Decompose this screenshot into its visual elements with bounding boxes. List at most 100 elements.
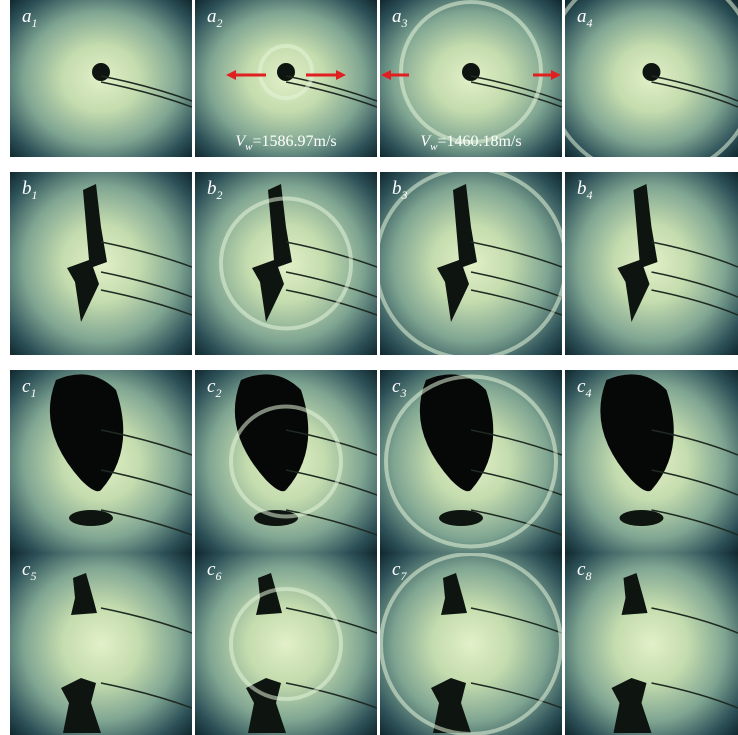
panel-drawing: [617, 184, 738, 322]
charge: [71, 573, 97, 615]
arrow-head: [381, 70, 391, 80]
photo-panel: b2: [195, 172, 377, 355]
photo-panel: a2 Vw=1586.97m/s: [195, 0, 377, 157]
shock-wave: [219, 196, 353, 331]
panel-subscript: 5: [30, 568, 37, 583]
panel-label: c1: [22, 376, 36, 401]
photo-panel: a4: [565, 0, 738, 157]
panel-letter: c: [392, 559, 401, 580]
bubble: [234, 374, 309, 492]
photo-panel: a1: [10, 0, 192, 157]
panel-subscript: 2: [215, 385, 222, 400]
panel-letter: b: [577, 178, 587, 199]
wire: [470, 289, 562, 316]
panel-letter: a: [392, 6, 402, 27]
wire: [100, 469, 192, 496]
panel-letter: c: [207, 559, 216, 580]
charge: [431, 678, 471, 733]
velocity-annotation: Vw=1460.18m/s: [380, 133, 562, 153]
velocity-symbol: Vw: [235, 133, 253, 153]
photo-panel: c8: [565, 553, 738, 735]
bubble: [49, 374, 124, 492]
wire: [285, 75, 377, 102]
photo-panel: b4: [565, 172, 738, 355]
photo-panel: c3: [380, 370, 562, 553]
wire: [100, 682, 192, 709]
charge: [61, 678, 101, 733]
wire: [470, 469, 562, 496]
wire: [100, 241, 192, 268]
panel-drawing: [92, 63, 192, 108]
symbol: V: [420, 132, 431, 150]
shock-wave: [384, 374, 558, 549]
charge: [92, 63, 110, 81]
panel-letter: a: [22, 6, 32, 27]
charge: [617, 184, 658, 322]
panel-subscript: 4: [586, 187, 593, 202]
panel-letter: c: [22, 559, 31, 580]
charge: [437, 184, 477, 322]
arrow-head: [226, 70, 236, 80]
wire: [285, 469, 377, 496]
panel-label: b2: [207, 178, 223, 203]
wire: [100, 81, 192, 108]
bubble: [419, 374, 494, 492]
panel-subscript: 8: [585, 568, 592, 583]
wire: [470, 682, 562, 709]
symbol-subscript: w: [430, 141, 438, 153]
panel-letter: b: [207, 178, 217, 199]
panel-drawing: [565, 0, 738, 157]
shock-wave: [229, 587, 343, 701]
wire: [100, 509, 192, 536]
panel-drawing: [61, 573, 192, 733]
symbol-subscript: w: [245, 141, 253, 153]
charge: [277, 63, 295, 81]
panel-subscript: 2: [216, 15, 223, 30]
charge: [642, 63, 661, 81]
arrow-head: [336, 70, 346, 80]
panel-drawing: [229, 374, 377, 536]
panel-drawing: [219, 184, 377, 331]
panel-subscript: 1: [31, 187, 38, 202]
velocity-value: =1586.97m/s: [252, 132, 337, 150]
wire: [285, 289, 377, 316]
charge: [252, 184, 292, 322]
panel-subscript: 3: [401, 187, 408, 202]
wire: [651, 241, 738, 268]
wire: [100, 607, 192, 634]
panel-drawing: [380, 553, 562, 735]
panel-drawing: [229, 573, 377, 733]
wire: [285, 429, 377, 456]
panel-label: c4: [577, 376, 591, 401]
panel-letter: a: [577, 6, 587, 27]
photo-panel: a3 Vw=1460.18m/s: [380, 0, 562, 157]
charge: [621, 573, 648, 615]
photo-panel: c1: [10, 370, 192, 553]
panel-label: c6: [207, 559, 221, 584]
panel-subscript: 1: [31, 15, 38, 30]
bubble: [600, 374, 674, 492]
wire: [470, 241, 562, 268]
velocity-symbol: Vw: [420, 132, 438, 153]
wire: [100, 289, 192, 316]
wire: [285, 682, 377, 709]
panel-drawing: [380, 172, 562, 355]
panel-label: a3: [392, 6, 408, 31]
panel-label: c7: [392, 559, 406, 584]
panel-letter: c: [392, 376, 401, 397]
panel-subscript: 4: [586, 15, 593, 30]
charge: [611, 678, 652, 733]
wire: [285, 271, 377, 298]
wire: [470, 81, 562, 108]
panel-label: a2: [207, 6, 223, 31]
velocity-annotation: Vw=1586.97m/s: [195, 133, 377, 153]
charge: [67, 184, 107, 322]
wire: [651, 271, 738, 298]
panel-label: b1: [22, 178, 38, 203]
photo-panel: c7: [380, 553, 562, 735]
photo-panel: b3: [380, 172, 562, 355]
wire: [651, 469, 738, 496]
photo-panel: b1: [10, 172, 192, 355]
panel-drawing: [600, 374, 738, 536]
wire: [100, 429, 192, 456]
